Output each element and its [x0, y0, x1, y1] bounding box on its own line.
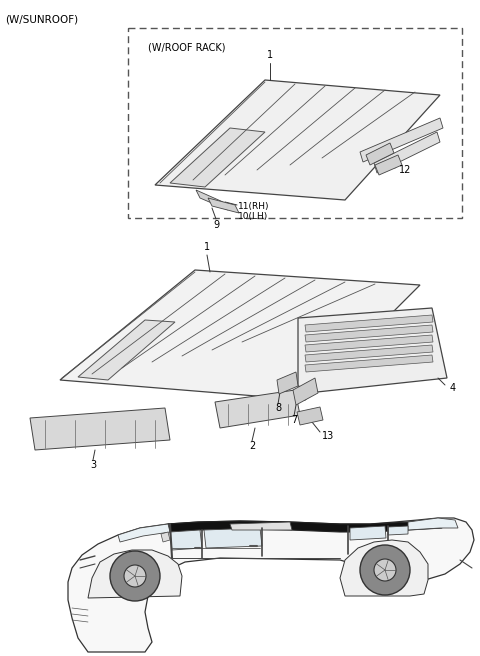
Polygon shape [374, 132, 440, 173]
Circle shape [374, 559, 396, 581]
Polygon shape [88, 550, 182, 598]
Polygon shape [293, 378, 318, 405]
Polygon shape [360, 118, 443, 162]
Polygon shape [208, 198, 239, 213]
Text: (W/SUNROOF): (W/SUNROOF) [5, 14, 78, 24]
Text: 8: 8 [275, 403, 281, 413]
Polygon shape [204, 528, 262, 548]
Text: 12: 12 [399, 165, 411, 175]
Circle shape [110, 551, 160, 601]
Polygon shape [350, 526, 386, 540]
Text: 13: 13 [322, 431, 334, 441]
Circle shape [124, 565, 146, 587]
Polygon shape [297, 407, 323, 425]
Text: 2: 2 [249, 441, 255, 451]
Polygon shape [230, 522, 292, 530]
Polygon shape [155, 80, 440, 200]
Polygon shape [375, 155, 402, 175]
Polygon shape [305, 315, 433, 332]
Polygon shape [298, 308, 447, 392]
Text: 3: 3 [90, 460, 96, 470]
Text: 7: 7 [291, 415, 297, 425]
Polygon shape [305, 355, 433, 372]
Polygon shape [305, 325, 433, 342]
Polygon shape [30, 408, 170, 450]
Polygon shape [305, 345, 433, 362]
Polygon shape [366, 143, 394, 165]
Polygon shape [196, 190, 228, 210]
Polygon shape [168, 520, 442, 532]
Text: (W/ROOF RACK): (W/ROOF RACK) [148, 42, 226, 52]
Text: 4: 4 [450, 383, 456, 393]
Polygon shape [408, 518, 458, 530]
Polygon shape [305, 335, 433, 352]
Polygon shape [78, 320, 175, 380]
Circle shape [360, 545, 410, 595]
Text: 11(RH): 11(RH) [238, 203, 269, 211]
Polygon shape [118, 524, 170, 542]
Polygon shape [170, 128, 265, 187]
Polygon shape [277, 372, 298, 394]
Polygon shape [340, 540, 428, 596]
Polygon shape [60, 270, 420, 400]
Polygon shape [215, 390, 300, 428]
Polygon shape [170, 530, 202, 550]
Text: 1: 1 [267, 50, 273, 60]
Polygon shape [161, 532, 170, 542]
Text: 9: 9 [213, 220, 219, 230]
Polygon shape [68, 518, 474, 652]
Polygon shape [388, 526, 408, 535]
Text: 1: 1 [204, 242, 210, 252]
Text: 10(LH): 10(LH) [238, 213, 268, 222]
